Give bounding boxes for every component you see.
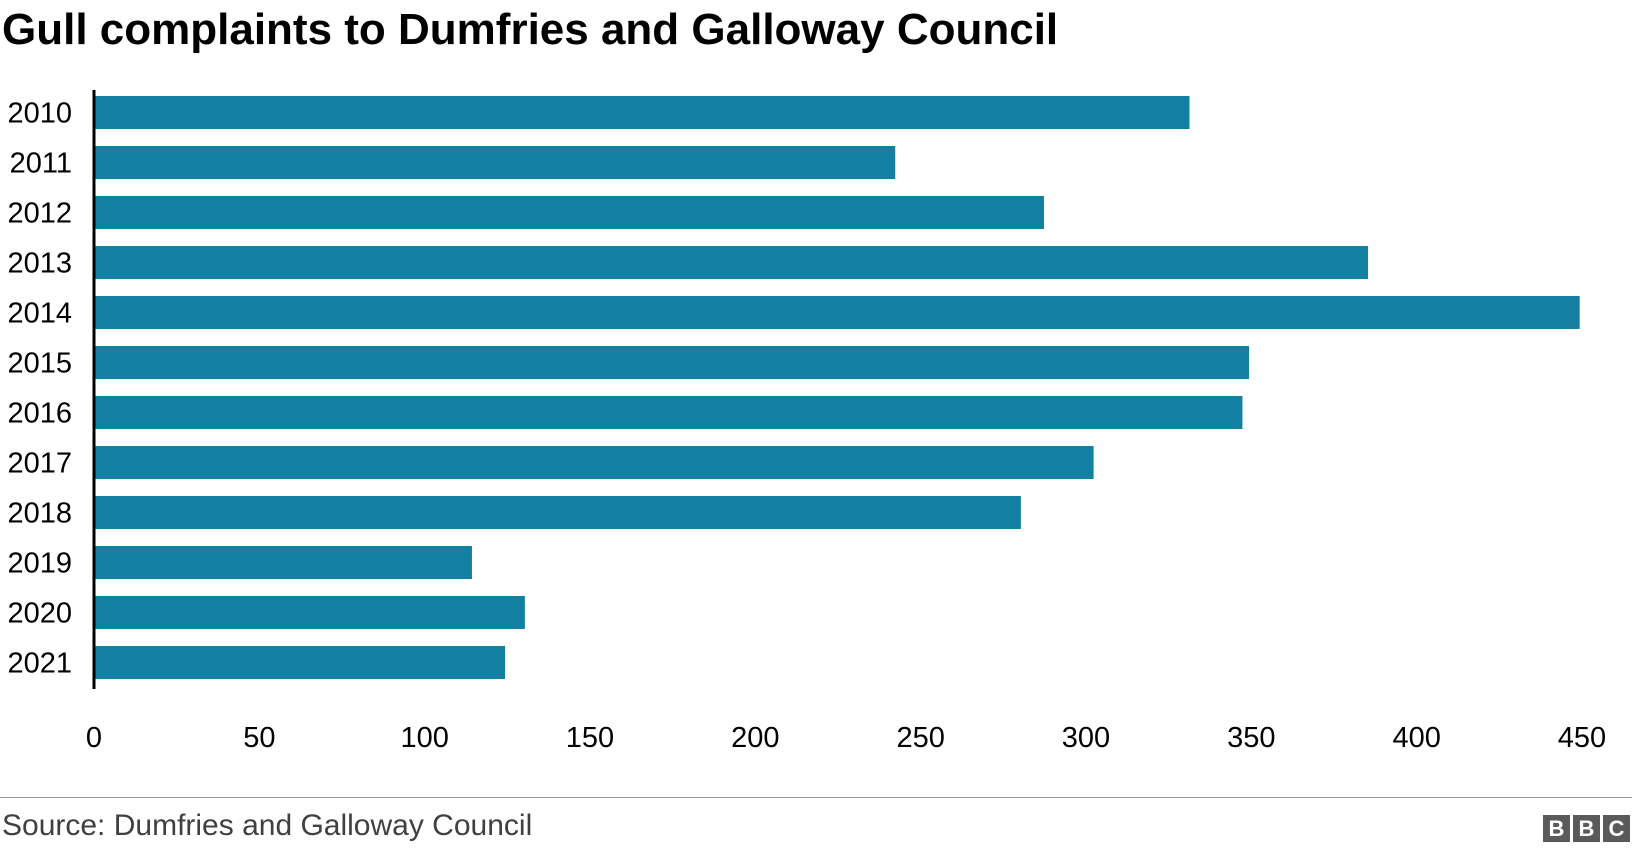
y-tick-label: 2014 <box>7 298 72 330</box>
y-tick-label: 2018 <box>7 498 72 530</box>
x-tick-label: 0 <box>86 722 102 754</box>
y-tick-label: 2012 <box>7 198 72 230</box>
x-tick-label: 100 <box>400 722 448 754</box>
y-axis-labels: 2010 2011 2012 2013 2014 2015 2016 2017 2018 2019… <box>7 98 72 680</box>
logo-letter: B <box>1573 815 1600 842</box>
x-axis-labels: 0 50 100 150 200 250 300 350 400 450 <box>86 722 1606 754</box>
bar-2015 <box>95 346 1250 379</box>
bar-2013 <box>95 246 1369 279</box>
bar-2020 <box>95 596 525 629</box>
bar-2010 <box>95 96 1190 129</box>
chart-title: Gull complaints to Dumfries and Galloway… <box>2 5 1059 54</box>
x-tick-label: 150 <box>566 722 614 754</box>
y-tick-label: 2015 <box>7 348 72 380</box>
bar-2012 <box>95 196 1045 229</box>
x-tick-label: 300 <box>1062 722 1110 754</box>
y-tick-label: 2016 <box>7 398 72 430</box>
x-tick-label: 200 <box>731 722 779 754</box>
x-tick-label: 400 <box>1392 722 1440 754</box>
y-tick-label: 2013 <box>7 248 72 280</box>
y-tick-label: 2011 <box>10 148 72 180</box>
bar-2019 <box>95 546 472 579</box>
y-tick-label: 2021 <box>7 648 72 680</box>
x-tick-label: 450 <box>1558 722 1606 754</box>
logo-letter: B <box>1543 815 1570 842</box>
x-tick-label: 250 <box>896 722 944 754</box>
y-tick-label: 2017 <box>7 448 72 480</box>
y-tick-label: 2019 <box>7 548 72 580</box>
footer-divider <box>0 797 1632 798</box>
bars-group <box>95 96 1580 679</box>
x-tick-label: 50 <box>243 722 275 754</box>
source-note: Source: Dumfries and Galloway Council <box>2 809 533 842</box>
bar-2011 <box>95 146 896 179</box>
bar-2018 <box>95 496 1021 529</box>
bar-chart: 2010 2011 2012 2013 2014 2015 2016 2017 2018 2019… <box>7 90 1606 754</box>
bbc-logo: B B C <box>1543 815 1630 842</box>
bar-2017 <box>95 446 1094 479</box>
bar-2014 <box>95 296 1580 329</box>
y-tick-label: 2020 <box>7 598 72 630</box>
y-tick-label: 2010 <box>7 98 72 130</box>
bar-2016 <box>95 396 1243 429</box>
x-tick-label: 350 <box>1227 722 1275 754</box>
logo-letter: C <box>1603 815 1630 842</box>
bar-2021 <box>95 646 506 679</box>
